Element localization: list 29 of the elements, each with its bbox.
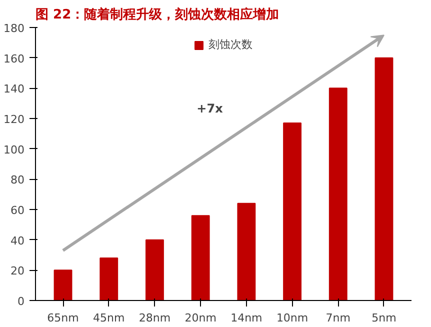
x-tick-label: 5nm bbox=[372, 312, 396, 324]
bar bbox=[191, 215, 210, 300]
y-tick-label: 160 bbox=[4, 52, 25, 66]
x-tick-label: 28nm bbox=[138, 312, 171, 324]
y-tick-label: 20 bbox=[10, 264, 25, 278]
x-tick-label: 7nm bbox=[326, 312, 350, 324]
legend-label: 刻蚀次数 bbox=[208, 37, 252, 52]
annotation: +7x bbox=[196, 101, 224, 116]
bar bbox=[100, 258, 118, 300]
y-tick-label: 140 bbox=[4, 82, 25, 96]
y-tick-label: 0 bbox=[18, 295, 24, 308]
bar bbox=[237, 202, 256, 300]
y-tick-label: 180 bbox=[4, 22, 25, 35]
y-tick-label: 60 bbox=[10, 204, 25, 217]
x-tick-label: 65nm bbox=[47, 312, 79, 324]
y-tick-label: 80 bbox=[10, 174, 25, 187]
x-tick-label: 20nm bbox=[184, 312, 216, 324]
y-tick-label: 120 bbox=[4, 113, 25, 126]
y-tick-label: 100 bbox=[4, 143, 25, 156]
bar bbox=[328, 88, 348, 300]
bar bbox=[146, 239, 164, 300]
y-tick-label: 40 bbox=[10, 234, 25, 248]
x-tick-label: 10nm bbox=[276, 312, 308, 324]
x-tick-label: 14nm bbox=[230, 312, 262, 324]
x-tick-label: 45nm bbox=[93, 312, 125, 324]
bar bbox=[54, 270, 72, 300]
bar bbox=[283, 122, 302, 300]
chart-title: 图 22：随着制程升级，刻蚀次数相应增加 bbox=[36, 6, 280, 22]
bar bbox=[374, 57, 394, 300]
